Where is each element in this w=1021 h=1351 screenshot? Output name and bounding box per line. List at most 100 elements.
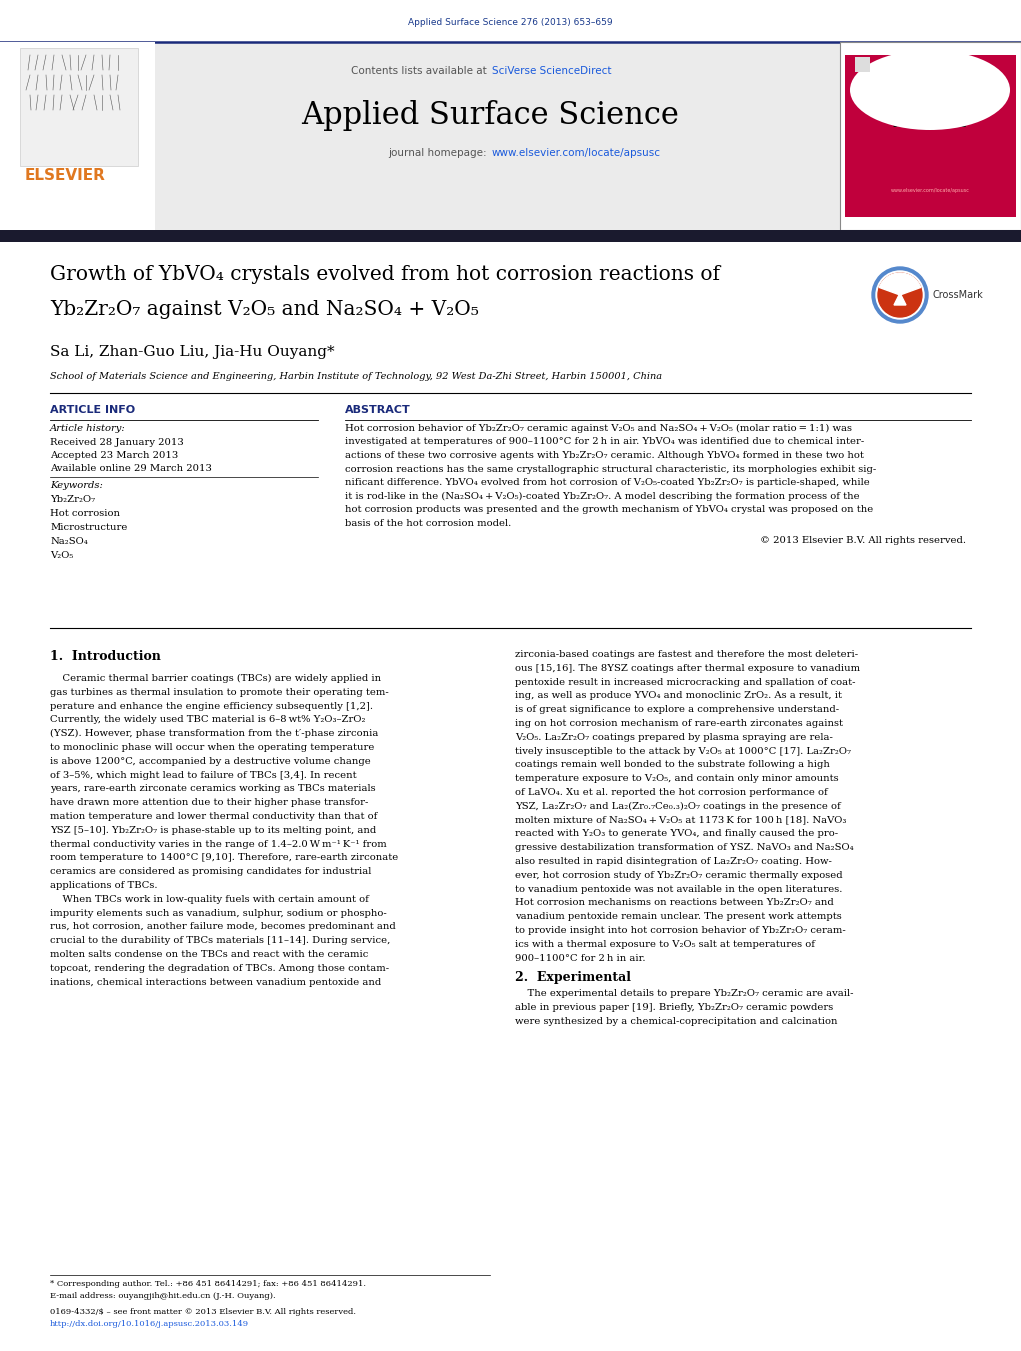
Text: applied
surface science: applied surface science xyxy=(893,109,967,130)
Text: 900–1100°C for 2 h in air.: 900–1100°C for 2 h in air. xyxy=(515,954,645,963)
Text: is of great significance to explore a comprehensive understand-: is of great significance to explore a co… xyxy=(515,705,839,715)
Text: impurity elements such as vanadium, sulphur, sodium or phospho-: impurity elements such as vanadium, sulp… xyxy=(50,909,387,917)
Text: E-mail address: ouyangjih@hit.edu.cn (J.-H. Ouyang).: E-mail address: ouyangjih@hit.edu.cn (J.… xyxy=(50,1292,276,1300)
Circle shape xyxy=(872,267,928,323)
Bar xyxy=(20,49,138,166)
Text: Currently, the widely used TBC material is 6–8 wt% Y₂O₃–ZrO₂: Currently, the widely used TBC material … xyxy=(50,716,366,724)
Text: gas turbines as thermal insulation to promote their operating tem-: gas turbines as thermal insulation to pr… xyxy=(50,688,389,697)
Text: it is rod-like in the (Na₂SO₄ + V₂O₅)-coated Yb₂Zr₂O₇. A model describing the fo: it is rod-like in the (Na₂SO₄ + V₂O₅)-co… xyxy=(345,492,860,501)
Text: pentoxide result in increased microcracking and spallation of coat-: pentoxide result in increased microcrack… xyxy=(515,678,856,686)
Text: www.elsevier.com/locate/apsusc: www.elsevier.com/locate/apsusc xyxy=(492,149,661,158)
Text: 2.  Experimental: 2. Experimental xyxy=(515,971,631,985)
Text: ing, as well as produce YVO₄ and monoclinic ZrO₂. As a result, it: ing, as well as produce YVO₄ and monocli… xyxy=(515,692,842,700)
Text: Hot corrosion: Hot corrosion xyxy=(50,509,120,517)
Text: 1.  Introduction: 1. Introduction xyxy=(50,650,161,663)
Text: rus, hot corrosion, another failure mode, becomes predominant and: rus, hot corrosion, another failure mode… xyxy=(50,923,396,931)
Text: journal homepage:: journal homepage: xyxy=(388,149,490,158)
Text: * Corresponding author. Tel.: +86 451 86414291; fax: +86 451 86414291.: * Corresponding author. Tel.: +86 451 86… xyxy=(50,1279,366,1288)
Text: ics with a thermal exposure to V₂O₅ salt at temperatures of: ics with a thermal exposure to V₂O₅ salt… xyxy=(515,940,815,948)
Text: have drawn more attention due to their higher phase transfor-: have drawn more attention due to their h… xyxy=(50,798,369,807)
Text: topcoat, rendering the degradation of TBCs. Among those contam-: topcoat, rendering the degradation of TB… xyxy=(50,963,389,973)
Text: 0169-4332/$ – see front matter © 2013 Elsevier B.V. All rights reserved.: 0169-4332/$ – see front matter © 2013 El… xyxy=(50,1308,356,1316)
Bar xyxy=(0,230,1021,242)
Text: also resulted in rapid disintegration of La₂Zr₂O₇ coating. How-: also resulted in rapid disintegration of… xyxy=(515,857,832,866)
Text: www.elsevier.com/locate/apsusc: www.elsevier.com/locate/apsusc xyxy=(890,188,969,193)
Bar xyxy=(845,176,1016,218)
Text: Applied Surface Science 276 (2013) 653–659: Applied Surface Science 276 (2013) 653–6… xyxy=(408,18,613,27)
Text: Ceramic thermal barrier coatings (TBCs) are widely applied in: Ceramic thermal barrier coatings (TBCs) … xyxy=(50,674,381,684)
Text: Yb₂Zr₂O₇: Yb₂Zr₂O₇ xyxy=(50,494,95,504)
Text: to monoclinic phase will occur when the operating temperature: to monoclinic phase will occur when the … xyxy=(50,743,375,753)
Text: © 2013 Elsevier B.V. All rights reserved.: © 2013 Elsevier B.V. All rights reserved… xyxy=(760,536,966,544)
Text: Available online 29 March 2013: Available online 29 March 2013 xyxy=(50,463,212,473)
Text: CrossMark: CrossMark xyxy=(932,290,983,300)
Text: Article history:: Article history: xyxy=(50,424,126,434)
Text: When TBCs work in low-quality fuels with certain amount of: When TBCs work in low-quality fuels with… xyxy=(50,894,369,904)
Text: to provide insight into hot corrosion behavior of Yb₂Zr₂O₇ ceram-: to provide insight into hot corrosion be… xyxy=(515,925,845,935)
Text: http://dx.doi.org/10.1016/j.apsusc.2013.03.149: http://dx.doi.org/10.1016/j.apsusc.2013.… xyxy=(50,1320,249,1328)
Text: zirconia-based coatings are fastest and therefore the most deleteri-: zirconia-based coatings are fastest and … xyxy=(515,650,858,659)
Text: coatings remain well bonded to the substrate following a high: coatings remain well bonded to the subst… xyxy=(515,761,830,770)
Text: ever, hot corrosion study of Yb₂Zr₂O₇ ceramic thermally exposed: ever, hot corrosion study of Yb₂Zr₂O₇ ce… xyxy=(515,871,842,880)
Text: of 3–5%, which might lead to failure of TBCs [3,4]. In recent: of 3–5%, which might lead to failure of … xyxy=(50,770,356,780)
Text: Sa Li, Zhan-Guo Liu, Jia-Hu Ouyang*: Sa Li, Zhan-Guo Liu, Jia-Hu Ouyang* xyxy=(50,345,335,359)
Text: Accepted 23 March 2013: Accepted 23 March 2013 xyxy=(50,451,179,459)
Text: Na₂SO₄: Na₂SO₄ xyxy=(50,536,88,546)
Text: Hot corrosion mechanisms on reactions between Yb₂Zr₂O₇ and: Hot corrosion mechanisms on reactions be… xyxy=(515,898,834,908)
Text: able in previous paper [19]. Briefly, Yb₂Zr₂O₇ ceramic powders: able in previous paper [19]. Briefly, Yb… xyxy=(515,1004,833,1012)
Text: basis of the hot corrosion model.: basis of the hot corrosion model. xyxy=(345,519,512,527)
Text: SciVerse ScienceDirect: SciVerse ScienceDirect xyxy=(492,66,612,76)
Text: ous [15,16]. The 8YSZ coatings after thermal exposure to vanadium: ous [15,16]. The 8YSZ coatings after the… xyxy=(515,663,860,673)
Text: corrosion reactions has the same crystallographic structural characteristic, its: corrosion reactions has the same crystal… xyxy=(345,465,876,473)
Text: applications of TBCs.: applications of TBCs. xyxy=(50,881,157,890)
Bar xyxy=(0,42,155,230)
Text: inations, chemical interactions between vanadium pentoxide and: inations, chemical interactions between … xyxy=(50,978,381,986)
Text: Hot corrosion behavior of Yb₂Zr₂O₇ ceramic against V₂O₅ and Na₂SO₄ + V₂O₅ (molar: Hot corrosion behavior of Yb₂Zr₂O₇ ceram… xyxy=(345,424,852,434)
Text: crucial to the durability of TBCs materials [11–14]. During service,: crucial to the durability of TBCs materi… xyxy=(50,936,390,946)
Text: were synthesized by a chemical-coprecipitation and calcination: were synthesized by a chemical-coprecipi… xyxy=(515,1017,837,1025)
Text: Keywords:: Keywords: xyxy=(50,481,103,490)
Text: Growth of YbVO₄ crystals evolved from hot corrosion reactions of: Growth of YbVO₄ crystals evolved from ho… xyxy=(50,265,720,284)
Text: actions of these two corrosive agents with Yb₂Zr₂O₇ ceramic. Although YbVO₄ form: actions of these two corrosive agents wi… xyxy=(345,451,864,459)
Text: thermal conductivity varies in the range of 1.4–2.0 W m⁻¹ K⁻¹ from: thermal conductivity varies in the range… xyxy=(50,839,387,848)
Text: V₂O₅: V₂O₅ xyxy=(50,551,74,561)
Text: (YSZ). However, phase transformation from the t′-phase zirconia: (YSZ). However, phase transformation fro… xyxy=(50,730,379,739)
Text: of LaVO₄. Xu et al. reported the hot corrosion performance of: of LaVO₄. Xu et al. reported the hot cor… xyxy=(515,788,828,797)
Wedge shape xyxy=(879,273,921,295)
Bar xyxy=(840,42,1021,230)
Text: ceramics are considered as promising candidates for industrial: ceramics are considered as promising can… xyxy=(50,867,372,877)
Text: gressive destabilization transformation of YSZ. NaVO₃ and Na₂SO₄: gressive destabilization transformation … xyxy=(515,843,854,852)
Text: Applied Surface Science: Applied Surface Science xyxy=(301,100,679,131)
Text: ing on hot corrosion mechanism of rare-earth zirconates against: ing on hot corrosion mechanism of rare-e… xyxy=(515,719,843,728)
Bar xyxy=(855,57,870,72)
Text: room temperature to 1400°C [9,10]. Therefore, rare-earth zirconate: room temperature to 1400°C [9,10]. There… xyxy=(50,854,398,862)
Text: years, rare-earth zirconate ceramics working as TBCs materials: years, rare-earth zirconate ceramics wor… xyxy=(50,785,376,793)
Wedge shape xyxy=(878,273,922,317)
Bar xyxy=(155,42,840,230)
Text: Microstructure: Microstructure xyxy=(50,523,128,532)
Text: hot corrosion products was presented and the growth mechanism of YbVO₄ crystal w: hot corrosion products was presented and… xyxy=(345,505,873,513)
Text: temperature exposure to V₂O₅, and contain only minor amounts: temperature exposure to V₂O₅, and contai… xyxy=(515,774,838,784)
Bar xyxy=(845,55,1016,176)
Text: vanadium pentoxide remain unclear. The present work attempts: vanadium pentoxide remain unclear. The p… xyxy=(515,912,841,921)
Text: ABSTRACT: ABSTRACT xyxy=(345,405,410,415)
Text: V₂O₅. La₂Zr₂O₇ coatings prepared by plasma spraying are rela-: V₂O₅. La₂Zr₂O₇ coatings prepared by plas… xyxy=(515,732,833,742)
Text: mation temperature and lower thermal conductivity than that of: mation temperature and lower thermal con… xyxy=(50,812,378,821)
Text: Yb₂Zr₂O₇ against V₂O₅ and Na₂SO₄ + V₂O₅: Yb₂Zr₂O₇ against V₂O₅ and Na₂SO₄ + V₂O₅ xyxy=(50,300,479,319)
Text: is above 1200°C, accompanied by a destructive volume change: is above 1200°C, accompanied by a destru… xyxy=(50,757,371,766)
Text: perature and enhance the engine efficiency subsequently [1,2].: perature and enhance the engine efficien… xyxy=(50,701,373,711)
Text: molten mixture of Na₂SO₄ + V₂O₅ at 1173 K for 100 h [18]. NaVO₃: molten mixture of Na₂SO₄ + V₂O₅ at 1173 … xyxy=(515,816,846,824)
Text: YSZ, La₂Zr₂O₇ and La₂(Zr₀.₇Ce₀.₃)₂O₇ coatings in the presence of: YSZ, La₂Zr₂O₇ and La₂(Zr₀.₇Ce₀.₃)₂O₇ coa… xyxy=(515,801,840,811)
Text: nificant difference. YbVO₄ evolved from hot corrosion of V₂O₅-coated Yb₂Zr₂O₇ is: nificant difference. YbVO₄ evolved from … xyxy=(345,478,870,486)
Text: Contents lists available at: Contents lists available at xyxy=(351,66,490,76)
Polygon shape xyxy=(894,293,906,305)
Text: molten salts condense on the TBCs and react with the ceramic: molten salts condense on the TBCs and re… xyxy=(50,950,369,959)
Text: tively insusceptible to the attack by V₂O₅ at 1000°C [17]. La₂Zr₂O₇: tively insusceptible to the attack by V₂… xyxy=(515,747,850,755)
Text: ELSEVIER: ELSEVIER xyxy=(25,168,106,182)
Text: to vanadium pentoxide was not available in the open literatures.: to vanadium pentoxide was not available … xyxy=(515,885,842,893)
Ellipse shape xyxy=(850,50,1010,130)
Text: School of Materials Science and Engineering, Harbin Institute of Technology, 92 : School of Materials Science and Engineer… xyxy=(50,372,663,381)
Text: investigated at temperatures of 900–1100°C for 2 h in air. YbVO₄ was identified : investigated at temperatures of 900–1100… xyxy=(345,438,864,446)
Text: YSZ [5–10]. Yb₂Zr₂O₇ is phase-stable up to its melting point, and: YSZ [5–10]. Yb₂Zr₂O₇ is phase-stable up … xyxy=(50,825,377,835)
Text: reacted with Y₂O₃ to generate YVO₄, and finally caused the pro-: reacted with Y₂O₃ to generate YVO₄, and … xyxy=(515,830,838,839)
